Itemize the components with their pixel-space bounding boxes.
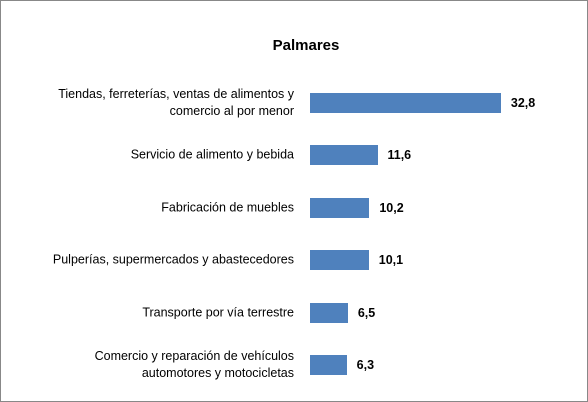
data-label: 11,6 xyxy=(387,148,412,163)
category-label: Tiendas, ferreterías, ventas de alimento… xyxy=(58,87,294,118)
data-label: 6,5 xyxy=(357,305,376,320)
category-label: Pulperías, supermercados y abastecedores xyxy=(52,252,294,267)
data-label: 6,3 xyxy=(356,358,375,372)
chart-title: Palmares xyxy=(272,37,340,54)
bar xyxy=(310,250,369,271)
category-label: Transporte por vía terrestre xyxy=(142,305,294,320)
data-label: 10,1 xyxy=(378,253,404,268)
bar xyxy=(310,197,370,218)
data-label: 10,2 xyxy=(379,200,404,215)
category-label: Fabricación de muebles xyxy=(161,200,294,215)
bar xyxy=(310,145,378,166)
category-label: Comercio y reparación de vehículos autom… xyxy=(94,349,294,380)
category-label: Servicio de alimento y bebida xyxy=(130,147,294,162)
data-label: 32,8 xyxy=(510,96,536,110)
bar xyxy=(310,355,347,375)
bar xyxy=(310,93,501,113)
bar xyxy=(310,302,348,323)
